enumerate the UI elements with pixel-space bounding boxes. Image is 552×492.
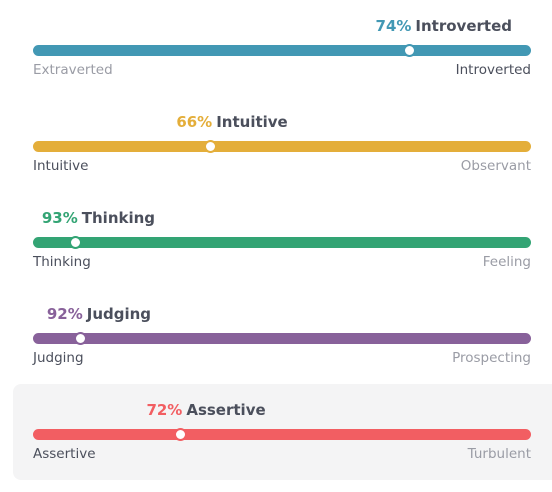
percent-label: 92% [46,305,83,323]
trait-heading: 74% Introverted [376,17,512,35]
trait-bar [33,333,531,344]
trait-bar [33,237,531,248]
left-pole: Intuitive [33,158,89,174]
trait-row: 92% Judging Judging Prospecting [0,288,552,384]
percent-label: 74% [375,17,412,35]
trait-marker [203,140,217,153]
trait-heading: 93% Thinking [42,209,155,227]
trait-marker [173,428,187,441]
left-pole: Judging [33,350,84,366]
dominant-label: Intuitive [216,113,288,131]
right-pole: Turbulent [467,446,531,462]
right-pole: Feeling [482,254,531,270]
trait-row: 66% Intuitive Intuitive Observant [0,96,552,192]
trait-marker [69,236,83,249]
percent-label: 66% [176,113,213,131]
dominant-label: Introverted [415,17,512,35]
dominant-label: Thinking [81,209,156,227]
percent-label: 72% [146,401,183,419]
trait-marker [403,44,417,57]
trait-heading: 72% Assertive [146,401,265,419]
right-pole: Prospecting [452,350,531,366]
right-pole: Observant [460,158,531,174]
trait-heading: 66% Intuitive [176,113,287,131]
left-pole: Assertive [33,446,96,462]
left-pole: Thinking [33,254,91,270]
trait-row: 93% Thinking Thinking Feeling [0,192,552,288]
left-pole: Extraverted [33,62,113,78]
dominant-label: Judging [86,305,152,323]
trait-row: 72% Assertive Assertive Turbulent [0,384,552,480]
trait-marker [74,332,88,345]
trait-bar [33,45,531,56]
trait-heading: 92% Judging [47,305,151,323]
trait-bar [33,141,531,152]
trait-bar [33,429,531,440]
dominant-label: Assertive [186,401,266,419]
percent-label: 93% [41,209,78,227]
right-pole: Introverted [455,62,531,78]
trait-row: 74% Introverted Extraverted Introverted [0,0,552,96]
